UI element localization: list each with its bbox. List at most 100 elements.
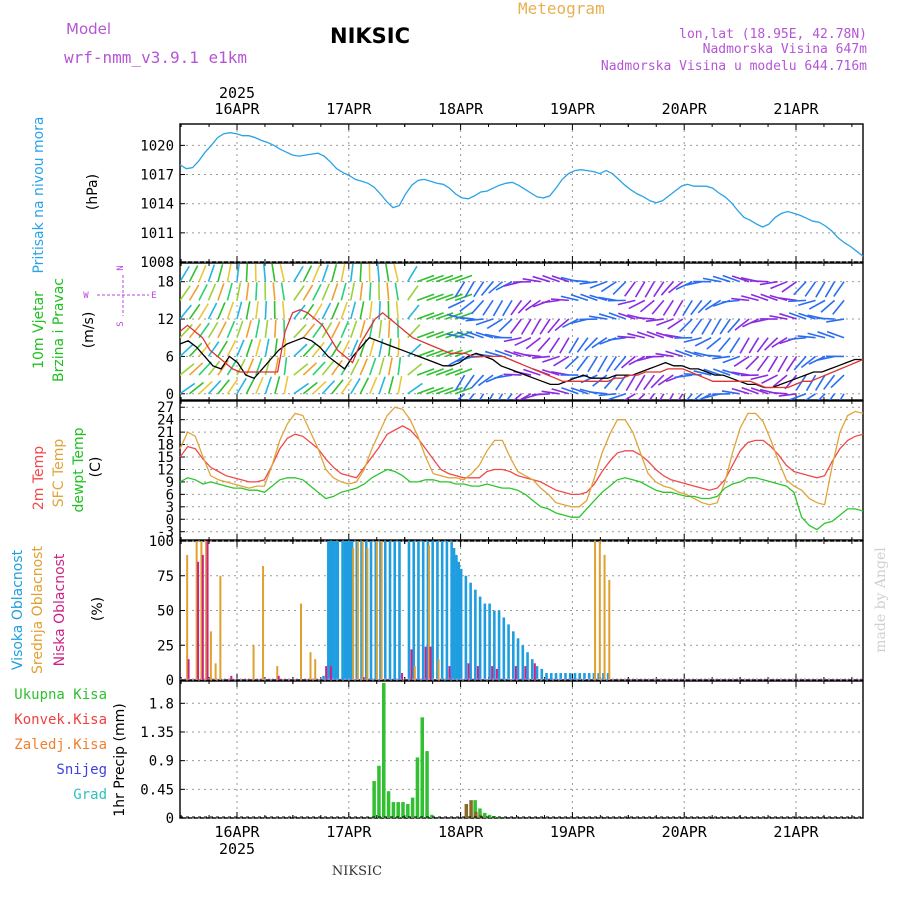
wind-arrow [532, 394, 550, 395]
high-cloud-bar [393, 541, 396, 680]
wind-arrow [218, 264, 223, 281]
precip-ylabel: 1hr Precip (mm) [112, 703, 128, 816]
wind-arrow [275, 320, 276, 338]
wind-arrow [379, 301, 380, 319]
wind-arrow [481, 282, 493, 296]
cloud-label-low: Niska Oblacnost [52, 553, 68, 666]
high-cloud-bar [512, 631, 515, 680]
panel-frame [180, 681, 863, 818]
y-tick-label: 1.35 [140, 725, 174, 741]
pressure-line [180, 133, 863, 257]
wind-arrow [237, 378, 246, 393]
wind-arrow [265, 339, 268, 357]
wind-arrow [351, 283, 354, 301]
low-cloud-bar [467, 663, 469, 680]
high-cloud-bar [460, 569, 463, 680]
wind-arrow [472, 300, 484, 313]
wind-arrow [531, 319, 540, 335]
wind-arrow [272, 264, 275, 282]
high-cloud-bar [507, 624, 510, 680]
dewpoint-line [180, 470, 863, 530]
meteogram-chart: Model wrf-nmm_v3.9.1 e1km NIKSIC Meteogr… [0, 0, 900, 900]
wind-arrow [387, 282, 389, 300]
wind-arrow [577, 338, 588, 353]
y-tick-label: 0.9 [149, 754, 174, 770]
temp-units: (C) [88, 457, 104, 478]
wind-arrows [180, 264, 844, 410]
wind-arrow [227, 264, 230, 282]
wind-arrow [360, 301, 363, 319]
wind-arrow [189, 266, 197, 282]
wind-arrow [652, 300, 664, 314]
wind-arrow [360, 264, 361, 282]
wind-arrow [417, 388, 434, 394]
wind-arrow [199, 304, 208, 319]
wind-arrow [341, 264, 344, 282]
low-cloud-bar [515, 666, 517, 680]
wind-arrow [189, 285, 198, 300]
mid-cloud-bar [362, 541, 364, 680]
wind-arrow [351, 378, 360, 393]
low-cloud-bar [202, 555, 204, 680]
mid-cloud-bar [438, 659, 440, 680]
wind-arrow [227, 340, 235, 356]
high-cloud-bar [453, 548, 456, 680]
bottom-day-label: 17APR [326, 823, 372, 841]
y-tick-label: 1017 [140, 168, 174, 184]
mid-cloud-bar [215, 663, 217, 680]
mid-cloud-bar [599, 541, 601, 680]
y-tick-label: 50 [157, 604, 174, 620]
high-cloud-bar [536, 666, 539, 680]
wind-arrow [246, 264, 247, 282]
wind-arrow [560, 338, 569, 354]
mid-cloud-bar [262, 566, 264, 680]
wind-arrow [408, 305, 419, 319]
wind-arrow [746, 356, 759, 369]
wind-arrow [227, 360, 236, 375]
bottom-day-label: 19APR [550, 823, 596, 841]
precip-legend-graupel: Grad [73, 787, 107, 803]
wind-arrow [394, 264, 398, 282]
wind-key-north: N [116, 265, 126, 270]
wind-arrow [522, 319, 531, 334]
wind-arrow [351, 302, 356, 319]
high-cloud-bar [457, 562, 460, 680]
wind-arrow [208, 284, 215, 301]
wind-arrow [332, 322, 340, 338]
freezing-precip-bar [479, 815, 483, 818]
wind-arrow [542, 300, 560, 302]
y-tick-label: 1.8 [149, 696, 174, 712]
wind-arrow [455, 276, 472, 282]
high-cloud-bar [455, 555, 458, 680]
wind-arrow [208, 303, 216, 319]
wind-arrow [769, 392, 787, 393]
high-cloud-bar [417, 541, 420, 680]
wind-arrow [360, 359, 367, 376]
wind-arrow [284, 338, 285, 356]
precip-legend-snow: Snijeg [56, 762, 107, 778]
wind-arrow [644, 375, 655, 390]
total-precip-bar [483, 813, 487, 818]
top-day-label: 17APR [326, 100, 372, 118]
pressure-label: Pritisak na nivou mora [31, 116, 47, 273]
wind-arrow [455, 369, 472, 375]
wind-arrow [680, 319, 693, 332]
mid-cloud-bar [352, 548, 354, 680]
low-cloud-bar [534, 663, 536, 680]
wind-arrow [218, 322, 226, 338]
wind-arrow [636, 318, 654, 319]
mid-cloud-bar [253, 645, 255, 680]
high-cloud-bar [531, 659, 534, 680]
wind-arrow [702, 319, 711, 334]
cloud-label-mid: Srednja Oblacnost [30, 546, 46, 674]
wind-arrow [341, 321, 348, 338]
high-cloud-bar [503, 617, 506, 680]
mid-cloud-bar [381, 541, 383, 680]
high-cloud-bar [479, 597, 482, 680]
total-precip-bar [430, 815, 434, 818]
wind-arrow [551, 299, 569, 300]
total-precip-bar [372, 781, 376, 818]
high-cloud-bar [370, 541, 373, 680]
wind-arrow [417, 332, 434, 338]
high-cloud-bar [398, 541, 401, 680]
